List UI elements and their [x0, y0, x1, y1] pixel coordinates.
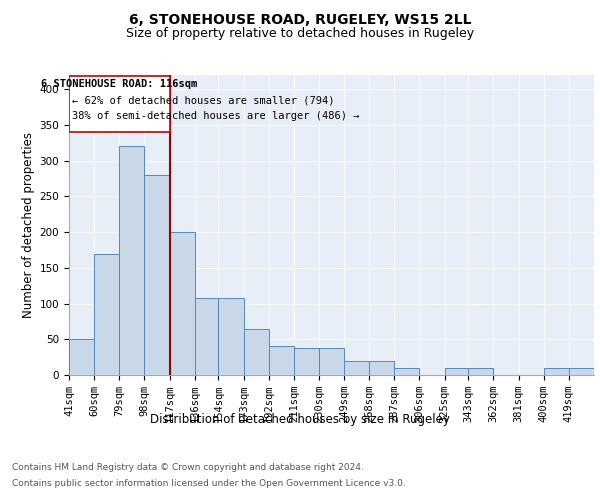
Text: Size of property relative to detached houses in Rugeley: Size of property relative to detached ho…: [126, 28, 474, 40]
Bar: [445, 368, 469, 375]
Y-axis label: Number of detached properties: Number of detached properties: [22, 132, 35, 318]
Text: 38% of semi-detached houses are larger (486) →: 38% of semi-detached houses are larger (…: [71, 111, 359, 121]
Bar: [218, 298, 244, 375]
Bar: [344, 360, 369, 375]
Bar: [469, 368, 493, 375]
Text: Distribution of detached houses by size in Rugeley: Distribution of detached houses by size …: [150, 412, 450, 426]
Bar: [394, 368, 419, 375]
Text: Contains HM Land Registry data © Crown copyright and database right 2024.: Contains HM Land Registry data © Crown c…: [12, 464, 364, 472]
Bar: [569, 368, 594, 375]
Bar: [69, 76, 170, 132]
Bar: [544, 368, 569, 375]
Bar: [119, 146, 145, 375]
Text: 6 STONEHOUSE ROAD: 116sqm: 6 STONEHOUSE ROAD: 116sqm: [41, 80, 197, 90]
Bar: [194, 298, 218, 375]
Bar: [145, 175, 170, 375]
Bar: [269, 346, 294, 375]
Bar: [244, 328, 269, 375]
Text: ← 62% of detached houses are smaller (794): ← 62% of detached houses are smaller (79…: [71, 95, 334, 105]
Bar: [294, 348, 319, 375]
Text: 6, STONEHOUSE ROAD, RUGELEY, WS15 2LL: 6, STONEHOUSE ROAD, RUGELEY, WS15 2LL: [129, 12, 471, 26]
Text: Contains public sector information licensed under the Open Government Licence v3: Contains public sector information licen…: [12, 478, 406, 488]
Bar: [319, 348, 344, 375]
Bar: [170, 232, 194, 375]
Bar: [69, 340, 94, 375]
Bar: [369, 360, 394, 375]
Bar: [94, 254, 119, 375]
